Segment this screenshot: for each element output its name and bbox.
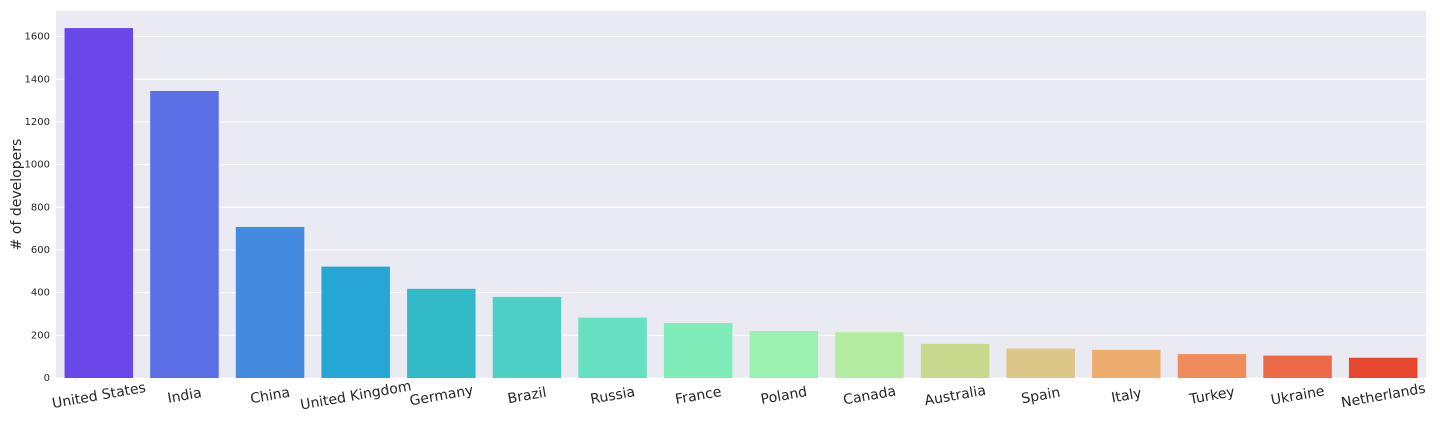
y-tick-label: 400 <box>31 288 50 299</box>
x-tick-label: Australia <box>923 383 987 410</box>
x-tick-label: Germany <box>408 383 474 410</box>
y-tick-label: 200 <box>31 330 50 341</box>
x-tick-label: Russia <box>589 384 636 408</box>
bar <box>492 296 562 378</box>
bar <box>235 226 305 378</box>
x-tick-label: India <box>166 385 203 407</box>
y-tick-label: 1600 <box>25 32 50 43</box>
bar <box>749 331 819 378</box>
y-tick-labels: 0 200 400 600 800 1000 1200 1400 1600 <box>25 32 50 384</box>
y-tick-label: 1400 <box>25 74 50 85</box>
y-tick-label: 0 <box>44 373 50 384</box>
x-tick-label: Ukraine <box>1270 383 1326 408</box>
bar <box>150 91 219 379</box>
x-tick-label: China <box>249 385 291 408</box>
x-tick-label: Netherlands <box>1340 381 1427 412</box>
bar <box>321 266 390 378</box>
bars <box>64 28 1418 379</box>
x-tick-label: France <box>674 384 723 408</box>
y-tick-label: 600 <box>31 245 50 256</box>
x-tick-labels: United States India China United KingdomGer… <box>51 378 1427 413</box>
bar <box>64 28 134 379</box>
bar <box>663 322 733 378</box>
bar <box>1006 348 1075 378</box>
y-tick-label: 800 <box>31 202 50 213</box>
x-tick-label: Canada <box>842 383 897 408</box>
bar <box>407 288 476 378</box>
bar <box>1263 355 1332 378</box>
bar <box>835 332 904 378</box>
x-tick-label: Spain <box>1020 385 1061 408</box>
bar <box>1177 354 1247 378</box>
x-tick-label: United Kingdom <box>299 378 412 413</box>
bar <box>1348 357 1418 378</box>
x-tick-label: Brazil <box>506 385 547 408</box>
bar <box>920 343 990 378</box>
x-tick-label: Italy <box>1110 385 1143 406</box>
x-tick-label: United States <box>51 380 147 412</box>
bar <box>578 317 647 378</box>
y-axis-label: # of developers <box>9 139 25 251</box>
bar <box>1092 349 1161 378</box>
x-tick-label: Poland <box>760 384 809 408</box>
y-tick-label: 1200 <box>25 117 50 128</box>
x-tick-label: Turkey <box>1187 384 1236 408</box>
y-tick-label: 1000 <box>25 160 50 171</box>
